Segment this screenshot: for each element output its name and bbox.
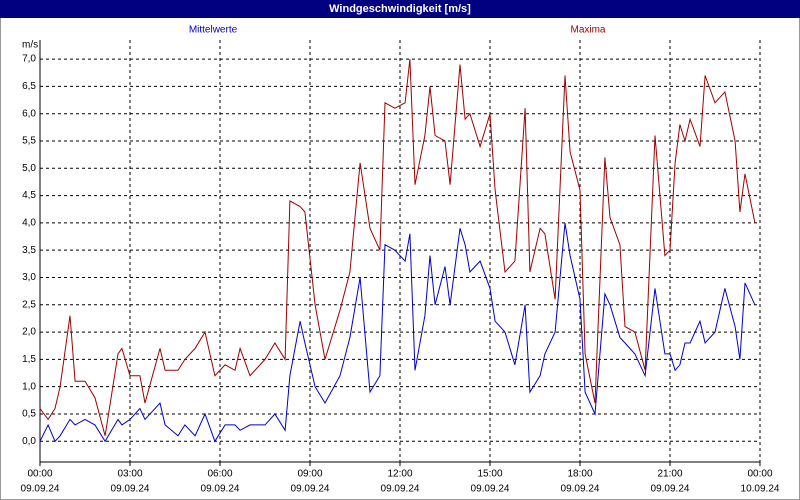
line-series	[39, 59, 756, 436]
y-tick-label: 5,0	[22, 163, 36, 174]
y-tick-label: 3,0	[22, 272, 36, 283]
y-tick-label: 4,0	[22, 218, 36, 229]
y-tick-label: 0,0	[22, 436, 36, 447]
y-axis-label: m/s	[22, 40, 38, 51]
x-tick-date: 09.09.24	[471, 484, 510, 495]
x-tick-date: 09.09.24	[381, 484, 420, 495]
x-tick-date: 09.09.24	[561, 484, 600, 495]
y-tick-label: 5,5	[22, 136, 36, 147]
x-tick-label: 12:00	[387, 469, 412, 480]
x-tick-label: 00:00	[747, 469, 772, 480]
x-tick-label: 06:00	[207, 469, 232, 480]
x-tick-date: 09.09.24	[651, 484, 690, 495]
x-tick-date: 09.09.24	[21, 484, 60, 495]
x-tick-label: 21:00	[657, 469, 682, 480]
y-tick-label: 7,0	[22, 54, 36, 65]
line-series	[39, 222, 756, 443]
x-tick-date: 09.09.24	[111, 484, 150, 495]
chart-title: Windgeschwindigkeit [m/s]	[329, 3, 471, 15]
y-tick-label: 6,5	[22, 81, 36, 92]
title-bar	[0, 0, 800, 18]
x-tick-date: 10.09.24	[741, 484, 780, 495]
x-tick-date: 09.09.24	[201, 484, 240, 495]
legend-label: Maxima	[570, 25, 605, 36]
y-tick-label: 1,5	[22, 354, 36, 365]
y-tick-label: 0,5	[22, 409, 36, 420]
x-tick-label: 15:00	[477, 469, 502, 480]
y-tick-label: 3,5	[22, 245, 36, 256]
y-tick-label: 6,0	[22, 108, 36, 119]
y-tick-label: 2,0	[22, 327, 36, 338]
y-tick-label: 2,5	[22, 299, 36, 310]
x-tick-label: 18:00	[567, 469, 592, 480]
x-tick-label: 00:00	[27, 469, 52, 480]
x-tick-label: 03:00	[117, 469, 142, 480]
y-tick-label: 1,0	[22, 381, 36, 392]
x-tick-date: 09.09.24	[291, 484, 330, 495]
legend-label: Mittelwerte	[189, 25, 238, 36]
y-tick-label: 4,5	[22, 190, 36, 201]
x-tick-label: 09:00	[297, 469, 322, 480]
